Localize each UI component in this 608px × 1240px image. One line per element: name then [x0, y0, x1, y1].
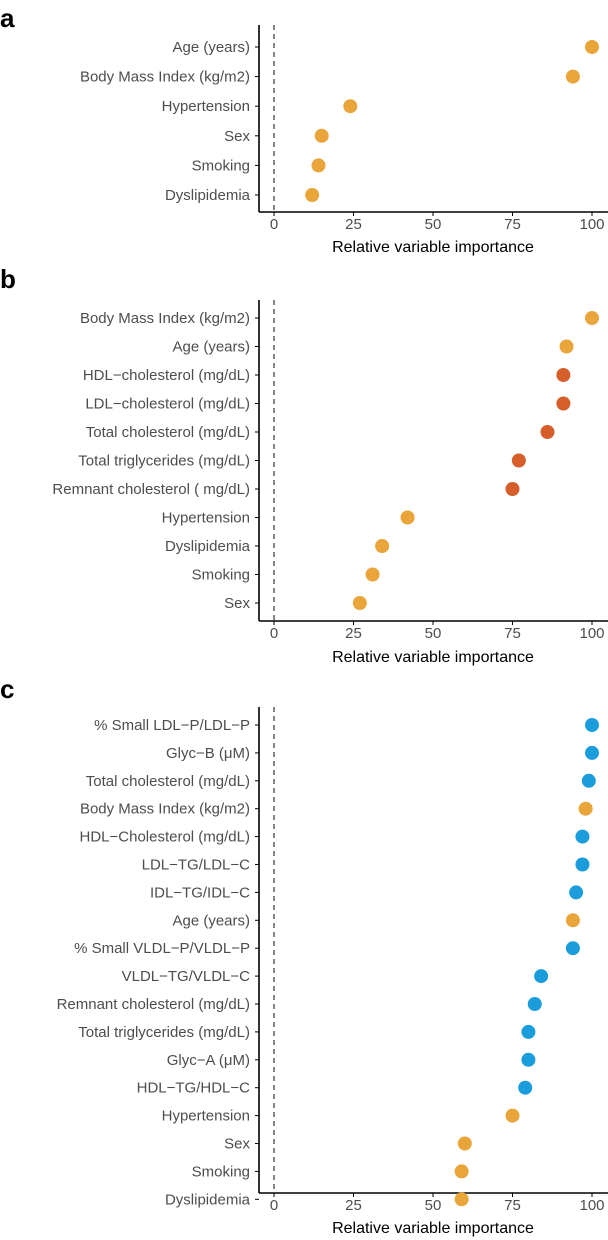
- chart-b-importance-point: [511, 453, 526, 468]
- chart-c-importance-point: [518, 1080, 533, 1095]
- chart-b-importance-point: [556, 368, 571, 382]
- chart-b-x-tick-label: 100: [579, 625, 604, 642]
- chart-a-x-tick-label: 50: [425, 216, 442, 233]
- chart-a-panel-letter: a: [0, 3, 15, 33]
- chart-c-importance-point: [534, 969, 549, 984]
- chart-b-importance-point: [352, 596, 367, 610]
- chart-c-variable-label: LDL−TG/LDL−C: [142, 857, 251, 874]
- chart-b-importance-point: [585, 311, 599, 325]
- chart-a-x-tick-label: 100: [579, 216, 604, 233]
- chart-a-importance-point: [565, 69, 580, 84]
- chart-a-importance-point: [314, 128, 329, 143]
- chart-c-variable-label: Total cholesterol (mg/dL): [86, 773, 250, 790]
- chart-c-variable-label: VLDL−TG/VLDL−C: [122, 968, 251, 985]
- chart-c-x-tick-label: 25: [345, 1197, 362, 1214]
- chart-b-x-tick-label: 25: [345, 625, 362, 642]
- chart-b-importance-point: [365, 567, 380, 582]
- chart-c-importance-point: [569, 885, 584, 900]
- chart-b-x-tick-label: 0: [270, 625, 278, 642]
- chart-b-variable-label: Remnant cholesterol ( mg/dL): [52, 481, 250, 498]
- chart-c-variable-label: Age (years): [172, 912, 250, 929]
- chart-c-variable-label: Glyc−B (μM): [166, 745, 250, 762]
- chart-c-variable-label: % Small LDL−P/LDL−P: [94, 717, 250, 734]
- chart-a-variable-label: Body Mass Index (kg/m2): [80, 69, 250, 86]
- chart-c-x-axis-title: Relative variable importance: [332, 1220, 534, 1237]
- chart-a-x-tick-label: 0: [270, 216, 278, 233]
- chart-c-importance-point: [457, 1136, 472, 1151]
- chart-c-variable-label: HDL−TG/HDL−C: [137, 1080, 251, 1097]
- chart-a-importance-point: [305, 188, 320, 202]
- chart-c-variable-label: IDL−TG/IDL−C: [150, 884, 250, 901]
- chart-b-x-tick-label: 50: [425, 625, 442, 642]
- chart-c-variable-label: Total triglycerides (mg/dL): [78, 1024, 250, 1041]
- chart-b-variable-label: Smoking: [192, 567, 250, 584]
- chart-a-x-axis-title: Relative variable importance: [332, 239, 534, 256]
- chart-c-importance-point: [565, 913, 580, 928]
- chart-b-importance-point: [375, 539, 390, 553]
- chart-b-variable-label: Age (years): [172, 339, 250, 356]
- chart-b-variable-label: Hypertension: [162, 510, 250, 527]
- chart-b-variable-label: Total triglycerides (mg/dL): [78, 453, 250, 470]
- chart-c-variable-label: Hypertension: [162, 1108, 250, 1125]
- chart-c-importance-point: [585, 718, 599, 732]
- chart-c-importance-point: [454, 1164, 469, 1179]
- chart-c-importance-point: [521, 1024, 536, 1039]
- chart-c-importance-point: [575, 829, 590, 844]
- chart-b-variable-label: HDL−cholesterol (mg/dL): [83, 367, 250, 384]
- chart-a-variable-label: Dyslipidemia: [165, 187, 251, 204]
- chart-b-panel-letter: b: [0, 264, 16, 294]
- chart-b-importance-point: [556, 396, 571, 411]
- chart-c-importance-point: [527, 997, 542, 1011]
- chart-a-importance-point: [311, 158, 326, 173]
- chart-a-importance-point: [343, 99, 358, 114]
- chart-a-importance-point: [585, 40, 599, 54]
- chart-c-x-tick-label: 0: [270, 1197, 278, 1214]
- chart-a-x-tick-label: 75: [504, 216, 521, 233]
- chart-c-variable-label: % Small VLDL−P/VLDL−P: [74, 940, 250, 957]
- chart-c-variable-label: Sex: [224, 1136, 250, 1153]
- chart-c-variable-label: Glyc−A (μM): [167, 1052, 250, 1069]
- chart-c-importance-point: [505, 1108, 520, 1123]
- chart-b-x-tick-label: 75: [504, 625, 521, 642]
- chart-c-variable-label: Remnant cholesterol (mg/dL): [57, 996, 250, 1013]
- chart-c-x-tick-label: 100: [579, 1197, 604, 1214]
- chart-a-x-tick-label: 25: [345, 216, 362, 233]
- chart-c-variable-label: Smoking: [192, 1163, 250, 1180]
- chart-c-importance-point: [521, 1052, 536, 1067]
- chart-b-importance-point: [559, 339, 574, 354]
- chart-b-importance-point: [540, 425, 555, 439]
- chart-c-importance-point: [578, 801, 593, 816]
- chart-b-variable-label: Sex: [224, 595, 250, 612]
- chart-c-variable-label: HDL−Cholesterol (mg/dL): [80, 829, 251, 846]
- chart-b-variable-label: LDL−cholesterol (mg/dL): [85, 396, 250, 413]
- chart-c-importance-point: [585, 745, 599, 760]
- chart-a-variable-label: Hypertension: [162, 98, 250, 115]
- chart-c-importance-point: [581, 773, 596, 788]
- chart-b-variable-label: Total cholesterol (mg/dL): [86, 424, 250, 441]
- chart-c-x-tick-label: 75: [504, 1197, 521, 1214]
- chart-a-variable-label: Smoking: [192, 157, 250, 174]
- chart-b-x-axis-title: Relative variable importance: [332, 649, 534, 666]
- chart-c-x-tick-label: 50: [425, 1197, 442, 1214]
- chart-a-variable-label: Sex: [224, 128, 250, 145]
- chart-c-importance-point: [454, 1192, 469, 1207]
- chart-b-variable-label: Dyslipidemia: [165, 538, 251, 555]
- chart-c-panel-letter: c: [0, 674, 14, 704]
- chart-b-variable-label: Body Mass Index (kg/m2): [80, 310, 250, 327]
- chart-b-importance-point: [505, 482, 520, 496]
- chart-c-importance-point: [575, 857, 590, 872]
- chart-a-variable-label: Age (years): [172, 39, 250, 56]
- chart-c-importance-point: [565, 941, 580, 956]
- chart-c-variable-label: Body Mass Index (kg/m2): [80, 801, 250, 818]
- chart-c-variable-label: Dyslipidemia: [165, 1191, 251, 1208]
- chart-b-importance-point: [400, 510, 415, 525]
